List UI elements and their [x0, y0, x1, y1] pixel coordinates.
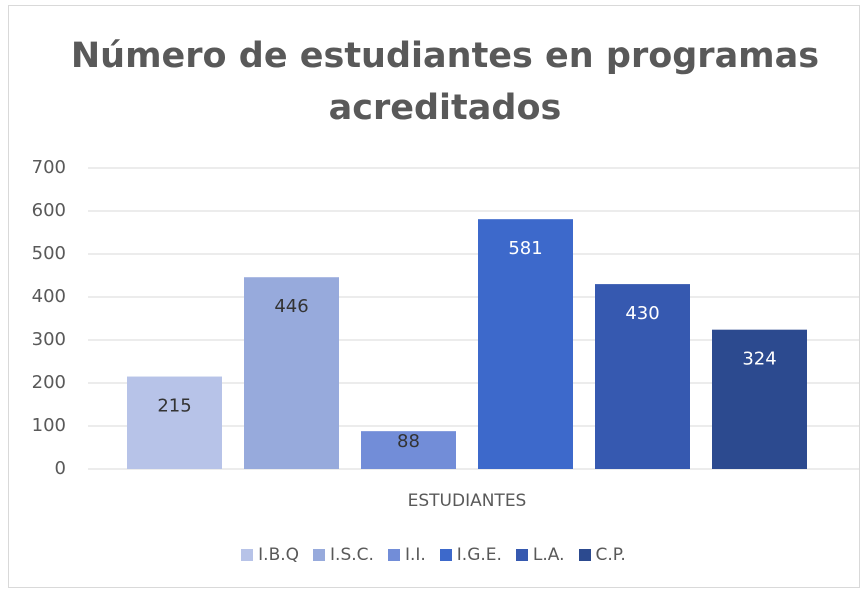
y-tick-label: 600 — [32, 200, 66, 221]
legend-item: I.I. — [387, 545, 426, 565]
bar — [478, 219, 573, 469]
legend-item: L.A. — [515, 545, 565, 565]
chart-title: Número de estudiantes en programas acred… — [70, 36, 820, 128]
bar — [361, 431, 456, 469]
y-tick-label: 500 — [32, 243, 66, 264]
y-tick-label: 400 — [32, 286, 66, 307]
y-tick-label: 0 — [55, 458, 66, 479]
data-label: 88 — [397, 431, 420, 452]
legend-label: C.P. — [595, 545, 626, 565]
legend-swatch — [439, 549, 452, 561]
legend-label: L.A. — [532, 545, 565, 565]
legend-label: I.S.C. — [330, 545, 374, 565]
bar — [712, 329, 807, 469]
legend-item: I.S.C. — [313, 545, 374, 565]
legend-item: C.P. — [578, 545, 626, 565]
legend-swatch — [241, 549, 254, 561]
legend-swatch — [515, 549, 528, 561]
data-label: 215 — [157, 396, 191, 417]
legend-swatch — [313, 549, 326, 561]
y-tick-label: 700 — [32, 157, 66, 178]
y-tick-label: 200 — [32, 372, 66, 393]
bar — [244, 277, 339, 469]
x-tick-label: ESTUDIANTES — [408, 491, 527, 511]
legend-swatch — [578, 549, 591, 561]
data-label: 324 — [742, 349, 776, 370]
bar — [127, 376, 222, 469]
data-label: 430 — [625, 303, 659, 324]
legend-item: I.G.E. — [439, 545, 502, 565]
legend: I.B.Q I.S.C. I.I. I.G.E. L.A. C.P. — [0, 545, 867, 565]
y-tick-label: 300 — [32, 329, 66, 350]
legend-swatch — [387, 549, 400, 561]
data-label: 446 — [274, 296, 308, 317]
legend-label: I.B.Q — [258, 545, 300, 565]
legend-label: I.I. — [404, 545, 426, 565]
legend-label: I.G.E. — [456, 545, 502, 565]
bar — [595, 284, 690, 469]
y-tick-label: 100 — [32, 415, 66, 436]
data-label: 581 — [508, 238, 542, 259]
legend-item: I.B.Q — [241, 545, 299, 565]
